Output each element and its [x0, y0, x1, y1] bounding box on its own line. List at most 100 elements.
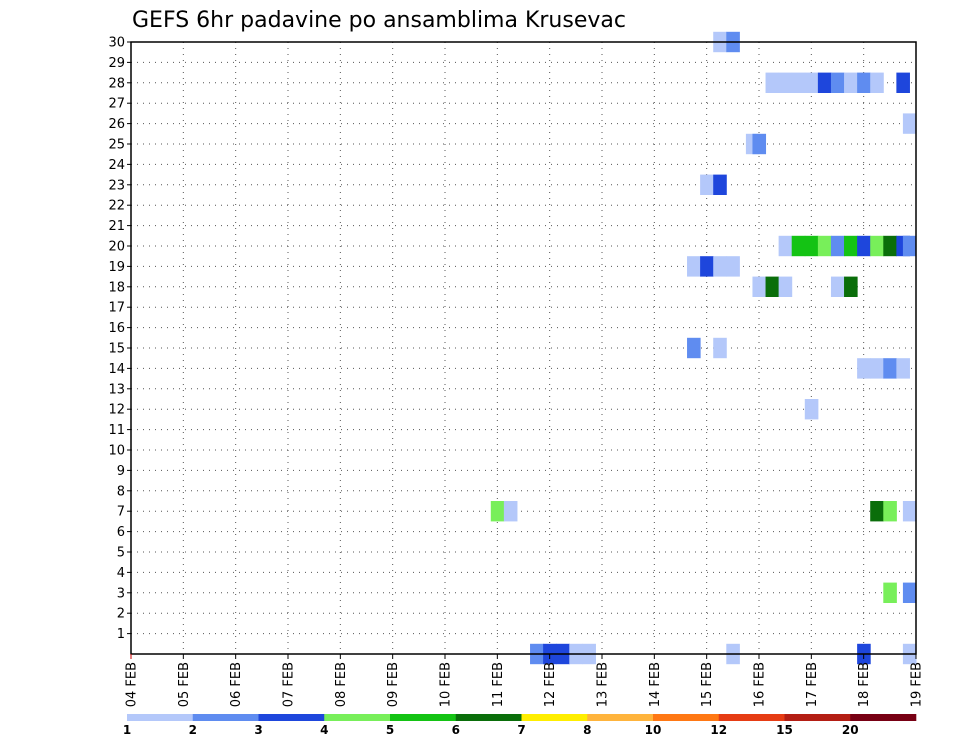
heat-cell — [778, 72, 793, 93]
y-axis: 1234567891011121314151617181920212223242… — [108, 36, 131, 642]
heat-cell — [752, 133, 767, 155]
heat-cell — [883, 501, 897, 522]
heat-cell — [844, 235, 858, 257]
heat-cell — [817, 235, 832, 257]
heat-cell — [713, 174, 727, 195]
y-tick-label: 17 — [108, 301, 125, 316]
heat-cell — [700, 174, 714, 195]
heat-cell — [857, 358, 871, 379]
legend-label: 7 — [517, 723, 525, 737]
legend-swatch — [653, 714, 720, 721]
x-tick-label: 13 FEB — [596, 662, 611, 707]
heat-cell — [752, 276, 767, 297]
y-tick-label: 21 — [108, 219, 125, 234]
y-tick-label: 25 — [108, 138, 125, 153]
heat-cell — [817, 72, 832, 93]
plot-frame — [130, 41, 917, 655]
y-tick-label: 23 — [108, 178, 125, 193]
heat-cell — [870, 235, 884, 257]
heat-cell — [713, 337, 727, 359]
heat-cell — [765, 72, 780, 93]
heat-cell — [902, 235, 917, 257]
legend-label: 3 — [254, 723, 262, 737]
legend-swatch — [455, 714, 522, 721]
y-tick-label: 1 — [117, 627, 125, 642]
x-tick-label: 12 FEB — [543, 662, 558, 707]
heat-cell — [700, 256, 714, 277]
legend-label: 15 — [776, 723, 793, 737]
legend-label: 10 — [645, 723, 662, 737]
x-tick-label: 16 FEB — [753, 662, 768, 707]
y-tick-label: 12 — [108, 403, 125, 418]
legend-swatch — [587, 714, 654, 721]
heat-cell — [857, 235, 871, 257]
x-tick-label: 04 FEB — [125, 662, 140, 707]
x-tick-label: 11 FEB — [491, 662, 506, 707]
heat-cell — [870, 358, 884, 379]
x-tick-label: 10 FEB — [439, 662, 454, 707]
heat-cell — [804, 235, 819, 257]
heat-cell — [870, 501, 884, 522]
legend-label: 1 — [123, 723, 131, 737]
heat-cell — [896, 358, 910, 379]
legend-swatch — [258, 714, 325, 721]
heat-cell — [791, 72, 806, 93]
legend-swatch — [324, 714, 391, 721]
heat-cell — [883, 582, 897, 603]
heat-cell — [687, 337, 701, 359]
legend-swatch — [784, 714, 851, 721]
heat-cell — [902, 582, 917, 603]
heat-cell — [791, 235, 806, 257]
x-tick-label: 07 FEB — [282, 662, 297, 707]
x-tick-label: 05 FEB — [177, 662, 192, 707]
chart-title: GEFS 6hr padavine po ansamblima Krusevac — [132, 8, 626, 33]
y-tick-label: 2 — [117, 607, 125, 622]
y-tick-label: 27 — [108, 97, 125, 112]
legend-swatch — [192, 714, 259, 721]
heat-cell — [687, 256, 701, 277]
x-tick-label: 19 FEB — [910, 662, 925, 707]
y-tick-label: 6 — [117, 525, 125, 540]
heat-cell — [902, 113, 917, 134]
y-tick-label: 3 — [117, 586, 125, 601]
y-tick-label: 24 — [108, 158, 125, 173]
heat-cell — [870, 72, 884, 93]
heat-cell — [830, 72, 845, 93]
heat-cell — [804, 72, 819, 93]
heat-cell — [896, 72, 910, 93]
heat-cell — [883, 358, 897, 379]
y-tick-label: 16 — [108, 321, 125, 336]
heat-cell — [830, 235, 845, 257]
heat-cell — [902, 501, 917, 522]
y-tick-label: 28 — [108, 76, 125, 91]
legend-label: 6 — [452, 723, 460, 737]
heat-cell — [503, 501, 518, 522]
y-tick-label: 20 — [108, 240, 125, 255]
x-tick-label: 15 FEB — [700, 662, 715, 707]
heat-cell — [713, 256, 727, 277]
color-legend: 1 2 3 4 5 6 7 8 10 12 15 20 — [123, 714, 917, 737]
legend-swatch — [127, 714, 194, 721]
heat-cell — [778, 276, 793, 297]
legend-swatch — [390, 714, 457, 721]
y-tick-label: 30 — [108, 36, 125, 51]
heat-cell — [804, 399, 819, 420]
y-tick-label: 7 — [117, 505, 125, 520]
x-tick-label: 09 FEB — [386, 662, 401, 707]
y-tick-label: 14 — [108, 362, 125, 377]
legend-label: 20 — [842, 723, 859, 737]
legend-label: 4 — [320, 723, 328, 737]
y-tick-label: 5 — [117, 546, 125, 561]
grid — [131, 41, 916, 654]
heat-cell — [830, 276, 845, 297]
y-tick-label: 10 — [108, 444, 125, 459]
y-tick-label: 15 — [108, 342, 125, 357]
x-tick-label: 08 FEB — [334, 662, 349, 707]
y-tick-label: 8 — [117, 484, 125, 499]
x-tick-label: 14 FEB — [648, 662, 663, 707]
heat-cell — [765, 276, 780, 297]
legend-swatch — [521, 714, 588, 721]
heat-cell — [857, 72, 871, 93]
heat-cell — [844, 72, 858, 93]
